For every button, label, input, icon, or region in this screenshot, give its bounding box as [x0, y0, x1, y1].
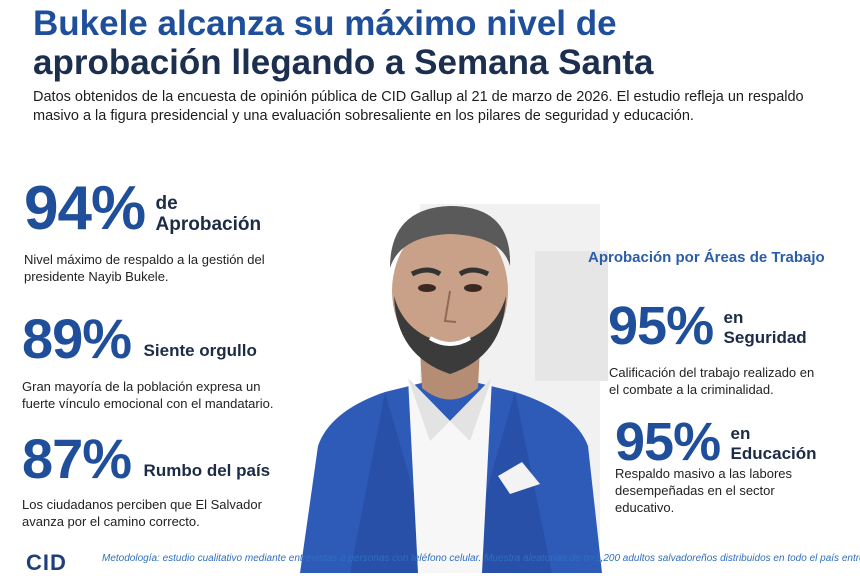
stat-security-description: Calificación del trabajo realizado en el… — [609, 365, 815, 397]
stat-security-label-main: Seguridad — [723, 328, 807, 347]
stat-approval-label-top: de — [155, 193, 178, 214]
portrait-backdrop-panel — [535, 251, 608, 381]
beard — [394, 296, 506, 374]
title-line-1: Bukele alcanza su máximo nivel de — [33, 4, 617, 43]
stat-education-label: en Educación — [731, 424, 817, 464]
cid-logo: CID — [26, 550, 67, 575]
stat-security-value: 95% — [608, 296, 714, 356]
stat-pride: 89% Siente orgullo — [22, 308, 257, 370]
stat-direction-description: Los ciudadanos perciben que El Salvador … — [22, 497, 262, 529]
stat-education-label-main: Educación — [730, 444, 817, 463]
portrait-svg — [300, 204, 608, 573]
collar-left — [408, 378, 450, 441]
eye-right — [464, 284, 482, 292]
stat-approval: 94% de Aprobación — [24, 176, 261, 242]
stat-pride-value: 89% — [22, 307, 132, 370]
stat-education-label-top: en — [730, 424, 751, 443]
brow-left — [410, 267, 442, 277]
stat-direction: 87% Rumbo del país — [22, 428, 270, 490]
stat-security-label: en Seguridad — [724, 308, 807, 348]
stat-approval-description: Nivel máximo de respaldo a la gestión de… — [24, 252, 265, 284]
stat-pride-description: Gran mayoría de la población expresa un … — [22, 379, 274, 411]
hair — [390, 206, 511, 268]
stat-direction-label: Rumbo del país — [143, 461, 271, 480]
subtitle: Datos obtenidos de la encuesta de opinió… — [33, 89, 804, 124]
stat-pride-label: Siente orgullo — [143, 341, 257, 360]
stat-security-label-top: en — [723, 308, 744, 327]
stat-education-description: Respaldo masivo a las labores desempeñad… — [615, 466, 793, 515]
page-title: Bukele alcanza su máximo nivel de aproba… — [33, 4, 833, 82]
brow-right — [458, 267, 490, 277]
methodology-note: Metodología: estudio cualitativo mediant… — [102, 553, 860, 564]
smile — [428, 336, 472, 346]
stat-approval-value: 94% — [24, 174, 146, 243]
stat-approval-label-main: Aprobación — [155, 214, 262, 235]
stat-security: 95% en Seguridad — [608, 296, 807, 356]
pocket-square — [498, 462, 540, 494]
collar-right — [450, 378, 492, 441]
title-line-2: aprobación llegando a Semana Santa — [33, 43, 654, 82]
eye-left — [418, 284, 436, 292]
areas-title: Aprobación por Áreas de Trabajo — [588, 249, 825, 266]
nose — [443, 290, 457, 323]
stat-direction-value: 87% — [22, 427, 132, 490]
portrait-illustration — [290, 196, 608, 573]
stat-education-value: 95% — [615, 412, 721, 472]
stat-education: 95% en Educación — [615, 412, 817, 472]
stat-approval-label: de Aprobación — [156, 194, 262, 236]
footer: CID Metodología: estudio cualitativo med… — [22, 548, 860, 575]
